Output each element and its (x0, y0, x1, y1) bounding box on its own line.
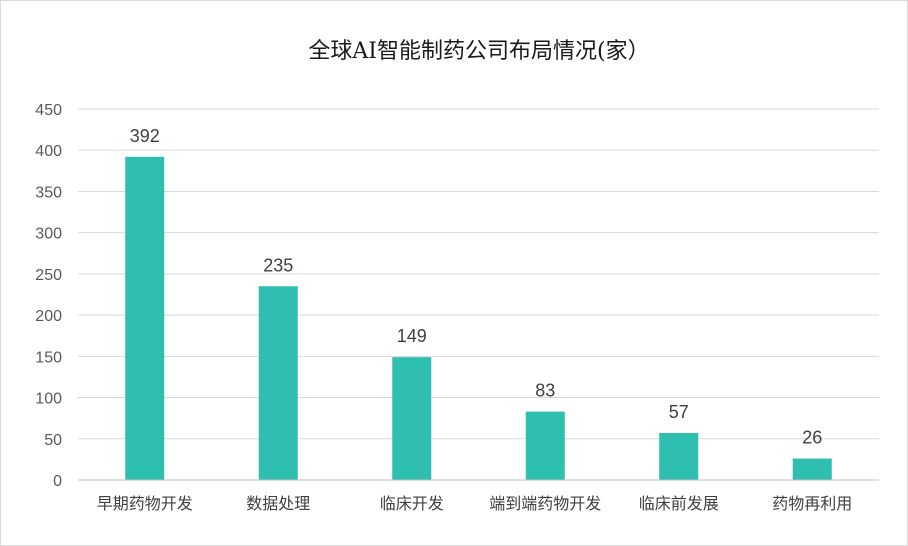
data-labels: 392 235 149 83 57 26 (130, 126, 823, 448)
y-tick-label: 250 (35, 267, 62, 284)
bar (525, 411, 565, 480)
x-tick-label: 药物再利用 (772, 494, 852, 513)
y-tick-label: 450 (35, 102, 62, 119)
data-label: 83 (535, 381, 555, 401)
y-tick-label: 400 (35, 143, 62, 160)
y-tick-label: 50 (44, 432, 62, 449)
bar (792, 458, 832, 480)
data-label: 26 (802, 428, 822, 448)
bar (125, 156, 165, 480)
y-tick-label: 350 (35, 184, 62, 201)
bar (258, 286, 298, 480)
y-axis-ticks: 0 50 100 150 200 250 300 350 400 450 (35, 102, 62, 490)
gridlines (78, 108, 879, 440)
data-label: 149 (397, 326, 427, 346)
bar (392, 357, 432, 480)
bar (659, 433, 699, 480)
y-tick-label: 200 (35, 308, 62, 325)
y-tick-label: 0 (53, 473, 62, 490)
data-label: 392 (130, 126, 160, 146)
x-axis-ticks: 早期药物开发 数据处理 临床开发 端到端药物开发 临床前发展 药物再利用 (97, 494, 853, 513)
data-label: 235 (263, 255, 293, 275)
x-tick-label: 早期药物开发 (97, 494, 193, 513)
data-label: 57 (669, 402, 689, 422)
x-tick-label: 临床前发展 (639, 494, 719, 513)
x-tick-label: 数据处理 (246, 494, 310, 513)
y-tick-label: 300 (35, 226, 62, 243)
x-tick-label: 端到端药物开发 (489, 494, 601, 513)
y-tick-label: 150 (35, 349, 62, 366)
y-tick-label: 100 (35, 391, 62, 408)
chart-title: 全球AI智能制药公司布局情况(家） (308, 39, 649, 64)
x-tick-label: 临床开发 (380, 494, 444, 513)
bars (125, 156, 832, 480)
